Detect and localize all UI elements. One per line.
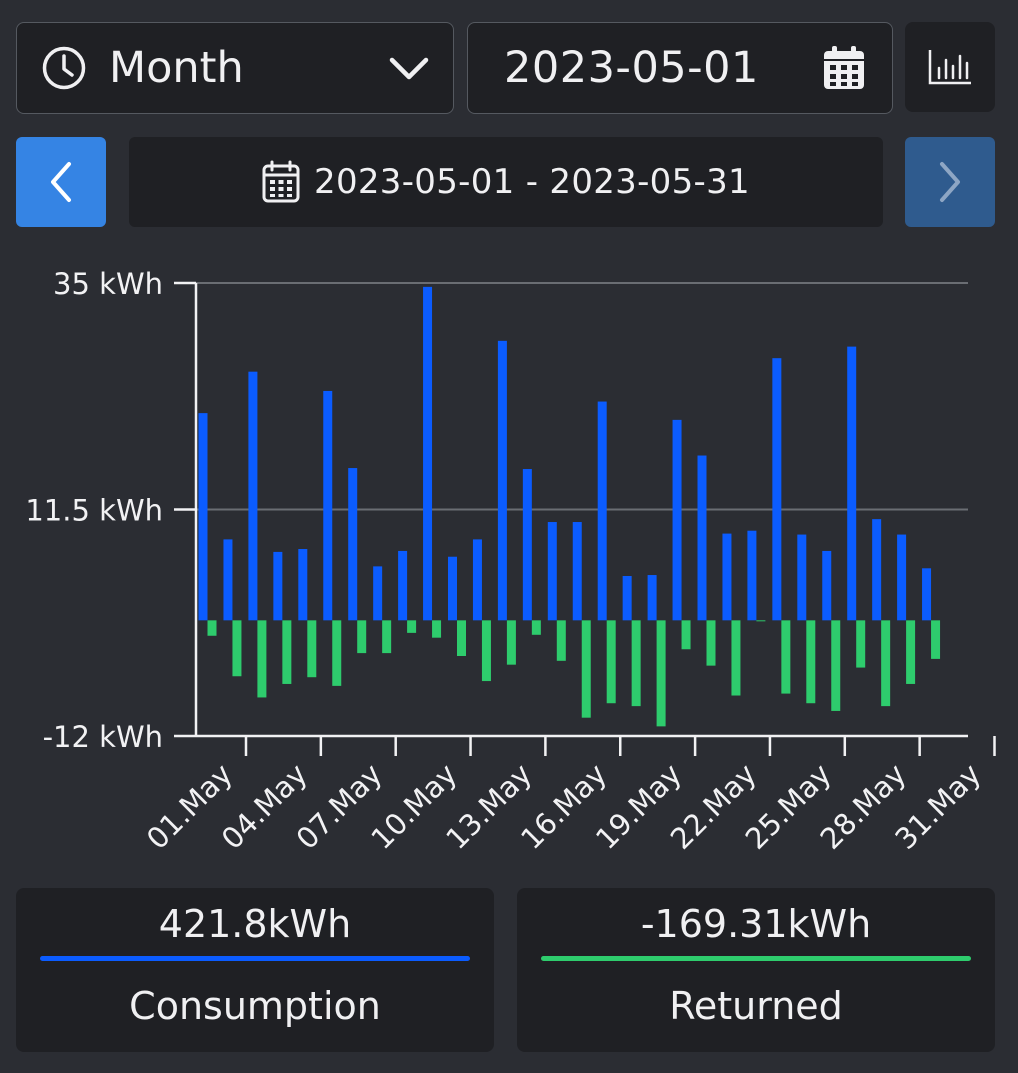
returned-bar	[756, 620, 766, 622]
returned-bar	[731, 620, 741, 696]
returned-bar	[407, 620, 417, 633]
calendar-icon[interactable]	[822, 45, 866, 91]
consumption-bar	[398, 550, 408, 621]
consumption-color-line	[40, 956, 470, 961]
y-tick-label: 35 kWh	[53, 267, 163, 301]
returned-label: Returned	[669, 984, 843, 1028]
date-input-value: 2023-05-01	[504, 43, 759, 93]
consumption-bar	[472, 539, 482, 621]
consumption-bar	[248, 371, 258, 621]
returned-bar	[382, 620, 392, 654]
returned-bar	[831, 620, 841, 711]
returned-bar	[232, 620, 242, 677]
y-tick-label: -12 kWh	[43, 720, 163, 754]
consumption-bar	[273, 551, 283, 621]
returned-color-line	[541, 956, 971, 961]
consumption-total: 421.8kWh	[158, 902, 352, 946]
returned-bar	[656, 620, 666, 727]
consumption-bar	[497, 340, 507, 621]
period-select-value: Month	[109, 43, 244, 93]
consumption-bar	[348, 468, 358, 621]
consumption-bar	[772, 358, 782, 621]
returned-bar	[856, 620, 866, 668]
consumption-bar	[547, 522, 557, 621]
consumption-bar	[597, 401, 607, 621]
consumption-bar	[897, 534, 907, 621]
returned-summary-card: -169.31kWh Returned	[517, 888, 995, 1052]
returned-bar	[481, 620, 491, 682]
returned-bar	[931, 620, 941, 659]
consumption-bar	[922, 568, 932, 621]
calendar-icon	[262, 160, 300, 203]
returned-bar	[332, 620, 342, 686]
returned-bar	[257, 620, 267, 698]
returned-bar	[307, 620, 317, 678]
date-range-display: 2023-05-01 - 2023-05-31	[129, 137, 883, 227]
returned-bar	[631, 620, 641, 707]
chevron-left-icon	[51, 162, 71, 202]
consumption-bar	[198, 413, 208, 621]
period-select[interactable]: Month	[16, 22, 454, 114]
returned-bar	[906, 620, 916, 684]
returned-bar	[556, 620, 566, 661]
consumption-bar	[298, 549, 308, 621]
bar-chart-icon	[928, 50, 971, 85]
chart-type-button[interactable]	[905, 22, 995, 112]
returned-bar	[806, 620, 816, 704]
consumption-bar	[448, 556, 457, 621]
consumption-bar	[423, 286, 433, 621]
consumption-bar	[572, 522, 582, 621]
y-tick-label: 11.5 kWh	[25, 494, 163, 528]
returned-bar	[706, 620, 716, 666]
returned-bar	[781, 620, 791, 694]
consumption-bar	[323, 390, 333, 621]
clock-icon	[42, 46, 86, 90]
returned-bar	[457, 620, 466, 657]
consumption-bar	[223, 539, 233, 621]
consumption-bar	[722, 533, 732, 621]
returned-bar	[432, 620, 442, 638]
chevron-right-icon	[940, 162, 960, 202]
returned-bar	[881, 620, 891, 707]
consumption-bar	[872, 519, 882, 621]
returned-bar	[681, 620, 691, 650]
next-period-button[interactable]	[905, 137, 995, 227]
consumption-bar	[697, 455, 707, 621]
consumption-bar	[647, 575, 657, 621]
consumption-bar	[373, 566, 383, 621]
returned-bar	[581, 620, 591, 718]
previous-period-button[interactable]	[16, 137, 106, 227]
returned-bar	[506, 620, 516, 665]
returned-total: -169.31kWh	[640, 902, 872, 946]
returned-bar	[531, 620, 541, 635]
consumption-label: Consumption	[129, 984, 381, 1028]
consumption-bar	[672, 419, 682, 621]
consumption-bar	[822, 550, 832, 621]
returned-bar	[282, 620, 292, 684]
returned-bar	[207, 620, 217, 636]
date-input[interactable]: 2023-05-01	[467, 22, 893, 114]
consumption-bar	[622, 576, 632, 621]
returned-bar	[357, 620, 367, 654]
chevron-down-icon	[389, 57, 429, 80]
date-range-label: 2023-05-01 - 2023-05-31	[314, 162, 750, 202]
consumption-bar	[847, 346, 857, 621]
consumption-bar	[797, 534, 807, 621]
consumption-bar	[522, 469, 532, 621]
consumption-summary-card: 421.8kWh Consumption	[16, 888, 494, 1052]
consumption-bar	[747, 530, 757, 621]
returned-bar	[606, 620, 616, 704]
